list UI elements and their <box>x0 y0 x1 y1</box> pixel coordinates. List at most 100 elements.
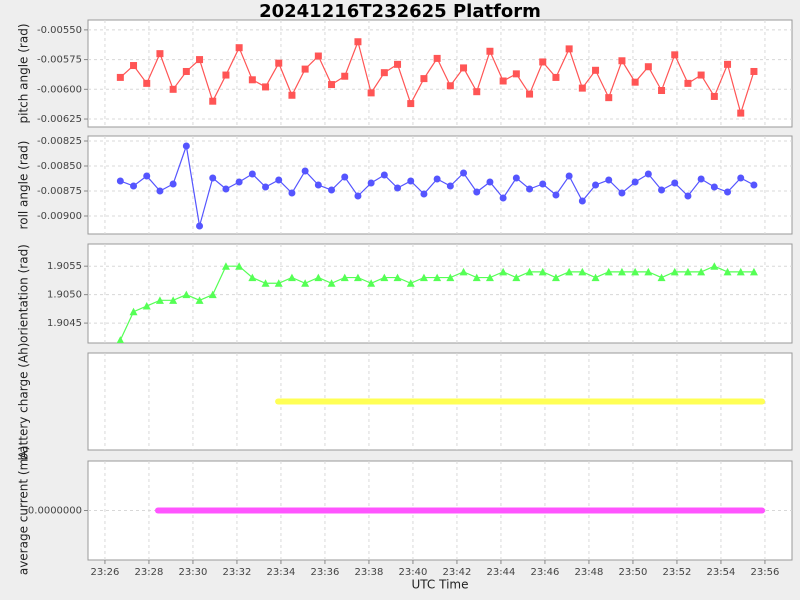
marker <box>235 262 244 270</box>
marker <box>394 60 402 68</box>
marker <box>644 170 652 178</box>
marker <box>353 273 362 282</box>
marker <box>499 77 507 85</box>
marker <box>275 59 283 67</box>
marker <box>275 176 283 184</box>
x-tick-label: 23:30 <box>179 567 208 578</box>
marker <box>433 54 441 62</box>
marker <box>525 267 534 276</box>
marker <box>169 180 177 188</box>
marker <box>617 267 626 276</box>
marker <box>446 182 454 190</box>
marker <box>116 336 124 343</box>
marker <box>156 50 164 58</box>
marker <box>592 66 600 74</box>
marker <box>420 190 428 198</box>
marker <box>499 267 508 276</box>
marker <box>697 175 705 183</box>
marker <box>724 60 732 68</box>
y-tick-label: -0.00900 <box>37 211 82 222</box>
marker <box>459 267 468 276</box>
marker <box>248 76 256 84</box>
marker <box>749 267 758 276</box>
x-tick-label: 23:26 <box>91 567 120 578</box>
marker <box>710 92 718 100</box>
marker <box>288 91 296 99</box>
marker <box>367 279 376 287</box>
marker <box>658 87 666 95</box>
x-tick-label: 23:50 <box>619 567 648 578</box>
x-tick-label: 23:38 <box>355 567 384 578</box>
marker <box>684 192 692 200</box>
y-tick-label: -0.00850 <box>37 161 82 172</box>
marker <box>182 67 190 75</box>
marker <box>565 172 573 180</box>
marker <box>314 181 322 189</box>
marker <box>486 178 494 186</box>
marker <box>658 186 666 194</box>
marker <box>657 273 666 282</box>
x-tick-label: 23:42 <box>443 567 472 578</box>
x-axis-label: UTC Time <box>412 578 469 592</box>
marker <box>354 192 362 200</box>
marker <box>446 273 455 282</box>
marker <box>142 302 151 310</box>
marker <box>750 67 758 75</box>
marker <box>314 52 322 60</box>
y-tick-label: -0.00550 <box>37 25 82 36</box>
marker <box>367 89 375 97</box>
marker <box>565 45 573 53</box>
marker <box>143 172 151 180</box>
y-axis-label: average current (mA) <box>17 446 31 575</box>
marker <box>538 267 547 276</box>
x-tick-label: 23:56 <box>751 567 780 578</box>
marker <box>618 189 626 197</box>
marker <box>671 179 679 187</box>
marker <box>578 197 586 205</box>
marker <box>222 71 230 79</box>
x-tick-label: 23:46 <box>531 567 560 578</box>
marker <box>512 174 520 182</box>
marker <box>512 273 521 282</box>
marker <box>710 183 718 191</box>
marker <box>196 56 204 64</box>
marker <box>354 38 362 46</box>
marker <box>737 174 745 182</box>
marker <box>301 167 309 175</box>
marker <box>341 173 349 181</box>
marker <box>565 267 574 276</box>
y-axis-label: battery charge (Ah) <box>17 343 31 461</box>
marker <box>433 273 442 282</box>
marker <box>209 174 217 182</box>
x-tick-label: 23:52 <box>663 567 692 578</box>
marker <box>235 44 243 52</box>
marker <box>539 58 547 66</box>
x-tick-label: 23:40 <box>399 567 428 578</box>
marker <box>486 47 494 55</box>
marker <box>724 188 732 196</box>
marker <box>288 189 296 197</box>
marker <box>248 273 257 282</box>
marker <box>380 69 388 77</box>
marker <box>578 84 586 92</box>
marker <box>552 191 560 199</box>
plot-area <box>87 135 793 235</box>
x-tick-label: 23:36 <box>311 567 340 578</box>
y-axis-label: roll angle (rad) <box>17 141 31 230</box>
marker <box>604 267 613 276</box>
marker <box>394 184 402 192</box>
marker <box>261 279 270 287</box>
plot-area <box>87 19 793 128</box>
marker <box>262 83 270 91</box>
marker <box>605 176 613 184</box>
marker <box>592 181 600 189</box>
marker <box>262 183 270 191</box>
marker <box>393 273 402 282</box>
y-tick-label: -0.00825 <box>37 136 82 147</box>
series-group <box>116 38 758 117</box>
marker <box>116 73 124 81</box>
plot-area <box>87 243 793 344</box>
x-tick-label: 23:48 <box>575 567 604 578</box>
marker <box>618 57 626 65</box>
